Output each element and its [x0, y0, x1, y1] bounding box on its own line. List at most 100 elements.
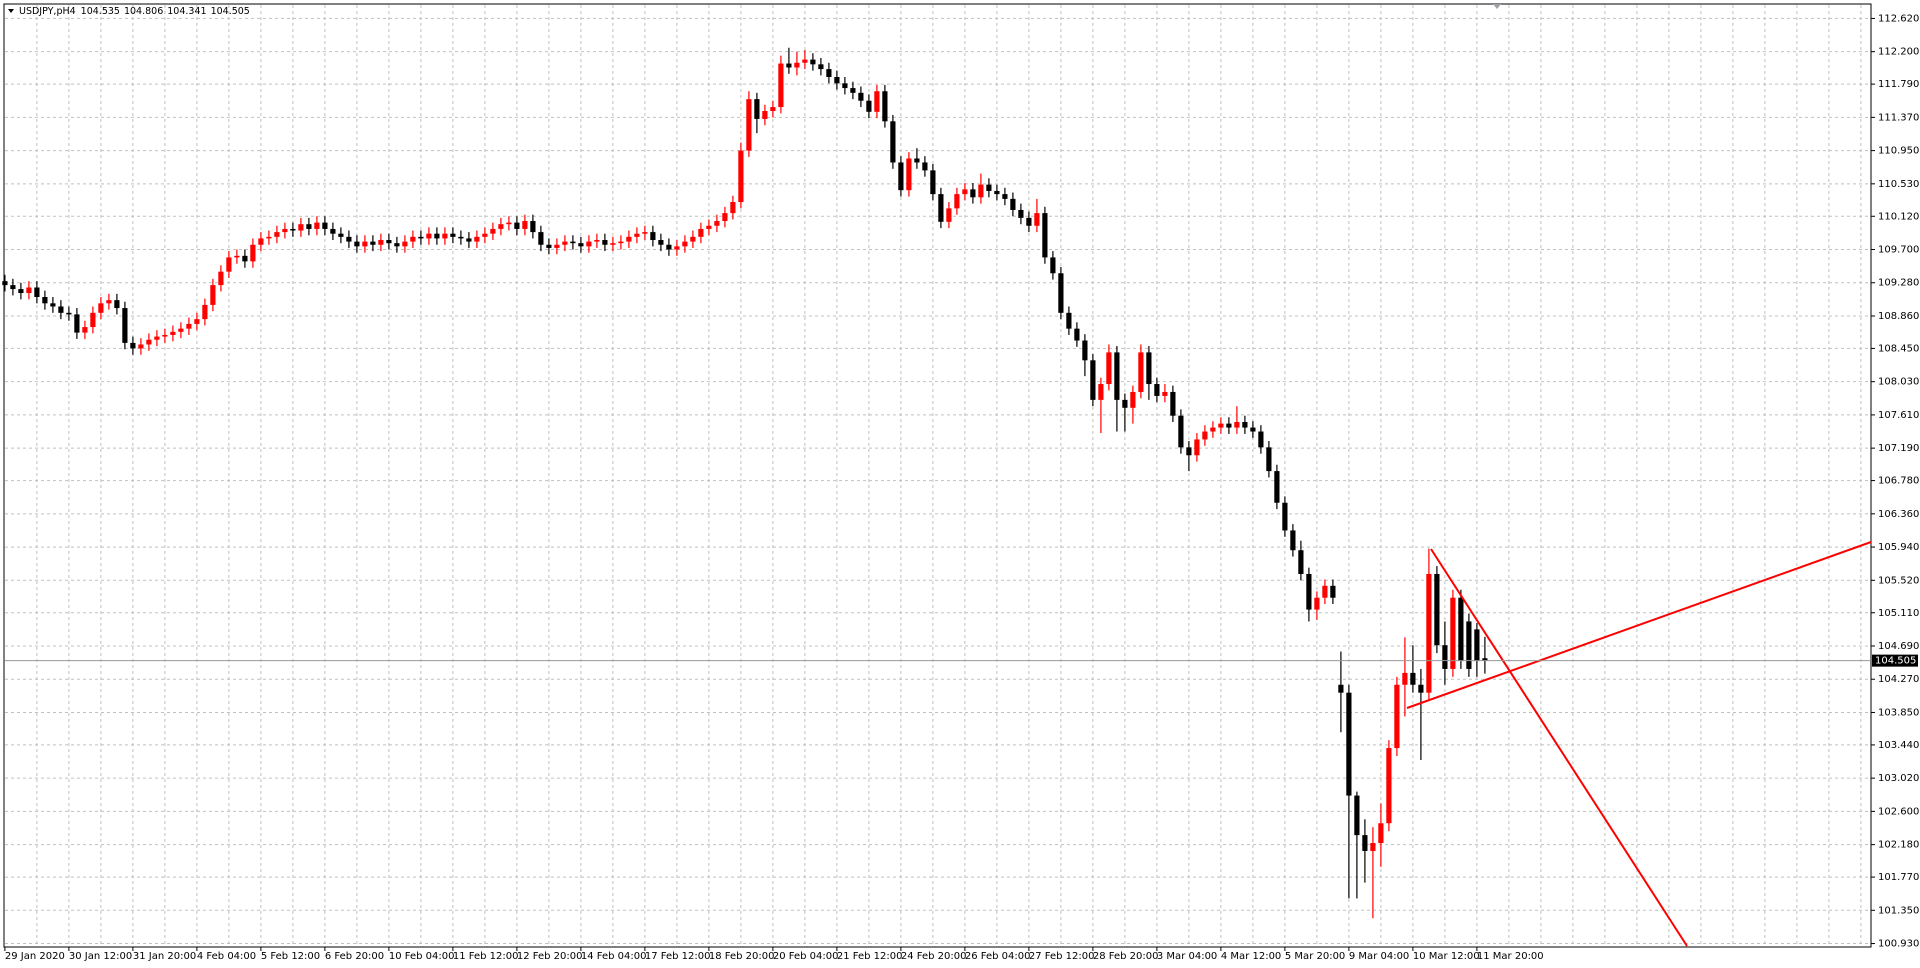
candle-body [1410, 672, 1416, 685]
candle-body [626, 236, 632, 242]
trendline[interactable] [1430, 548, 1688, 947]
x-tick-label: 17 Feb 12:00 [645, 951, 711, 962]
y-tick-label: 102.600 [1878, 806, 1919, 817]
candle-body [1114, 352, 1120, 400]
y-tick-label: 108.450 [1878, 343, 1919, 354]
x-tick-label: 4 Mar 12:00 [1221, 951, 1281, 962]
x-tick-label: 5 Feb 12:00 [261, 951, 320, 962]
candle-body [1034, 213, 1040, 226]
candle-body [594, 240, 600, 242]
candle-body [810, 59, 816, 65]
y-tick-label: 111.790 [1878, 79, 1919, 90]
x-tick-label: 10 Feb 04:00 [389, 951, 455, 962]
x-tick-label: 3 Mar 04:00 [1157, 951, 1217, 962]
candle-body [1074, 328, 1080, 341]
candle-body [1178, 415, 1184, 448]
candle-body [410, 236, 416, 242]
candle-body [154, 336, 160, 340]
candle-body [1146, 352, 1152, 385]
candle-body [1394, 684, 1400, 749]
y-tick-label: 109.280 [1878, 278, 1919, 289]
candle-body [322, 222, 328, 229]
candle-body [978, 184, 984, 198]
candle-body [58, 306, 64, 313]
current-price-box [1872, 654, 1918, 667]
shift-marker[interactable] [1493, 4, 1501, 9]
high-value: 104.806 [124, 6, 163, 17]
candle-body [834, 76, 840, 84]
y-tick-label: 107.190 [1878, 443, 1919, 454]
candle-body [1474, 629, 1480, 662]
candle-body [578, 243, 584, 247]
candle-body [474, 236, 480, 242]
y-tick-label: 105.110 [1878, 608, 1919, 619]
x-tick-label: 12 Feb 20:00 [517, 951, 583, 962]
candle-body [162, 334, 168, 337]
symbol-menu-icon[interactable] [8, 9, 14, 13]
candle-body [866, 100, 872, 112]
y-tick-label: 108.860 [1878, 311, 1919, 322]
candle-body [1402, 672, 1408, 685]
y-tick-label: 105.940 [1878, 542, 1919, 553]
candle-body [970, 189, 976, 198]
y-tick-label: 106.360 [1878, 509, 1919, 520]
x-tick-label: 31 Jan 20:00 [133, 951, 196, 962]
x-tick-label: 14 Feb 04:00 [581, 951, 647, 962]
candle-body [178, 328, 184, 332]
candle-body [994, 190, 1000, 195]
candle-body [1010, 198, 1016, 210]
candles [2, 47, 1488, 919]
x-tick-label: 18 Feb 20:00 [709, 951, 775, 962]
candle-body [722, 213, 728, 222]
candle-body [1226, 423, 1232, 428]
candle-body [202, 304, 208, 320]
y-tick-label: 104.690 [1878, 641, 1919, 652]
candle-body [1194, 439, 1200, 456]
x-tick-label: 28 Feb 20:00 [1093, 951, 1159, 962]
candle-body [1154, 384, 1160, 396]
candle-body [1218, 423, 1224, 428]
y-tick-label: 103.020 [1878, 773, 1919, 784]
candle-body [34, 287, 40, 297]
candle-body [986, 184, 992, 191]
candle-body [42, 296, 48, 304]
candle-body [314, 222, 320, 229]
candle-body [490, 228, 496, 234]
candle-body [1170, 391, 1176, 416]
candle-body [234, 255, 240, 258]
candle-body [794, 62, 800, 68]
x-tick-label: 10 Mar 12:00 [1413, 951, 1480, 962]
candle-body [1162, 391, 1168, 396]
trendline[interactable] [1406, 541, 1872, 709]
candle-body [218, 271, 224, 286]
x-tick-label: 11 Feb 12:00 [453, 951, 519, 962]
candle-body [386, 240, 392, 244]
candle-body [562, 241, 568, 245]
candle-body [890, 121, 896, 163]
candle-body [954, 194, 960, 209]
candle-body [882, 91, 888, 122]
candle-body [530, 221, 536, 233]
y-tick-label: 101.350 [1878, 905, 1919, 916]
axes: 112.620 112.200 111.790 111.370 110.950 110.5… [4, 13, 1919, 962]
candle-body [1482, 658, 1488, 661]
candle-body [1434, 573, 1440, 646]
candle-body [458, 236, 464, 239]
candle-body [658, 240, 664, 245]
candle-body [602, 240, 608, 245]
candle-body [1370, 843, 1376, 851]
candle-body [442, 233, 448, 239]
candle-body [914, 158, 920, 163]
candle-body [170, 331, 176, 335]
candle-body [754, 99, 760, 119]
candle-body [1202, 431, 1208, 440]
candle-body [298, 224, 304, 231]
candle-body [850, 88, 856, 93]
candle-body [610, 243, 616, 245]
candle-body [858, 92, 864, 101]
candle-body [802, 59, 808, 63]
candle-body [250, 244, 256, 262]
candle-body [682, 241, 688, 247]
y-tick-label: 112.620 [1878, 13, 1919, 24]
